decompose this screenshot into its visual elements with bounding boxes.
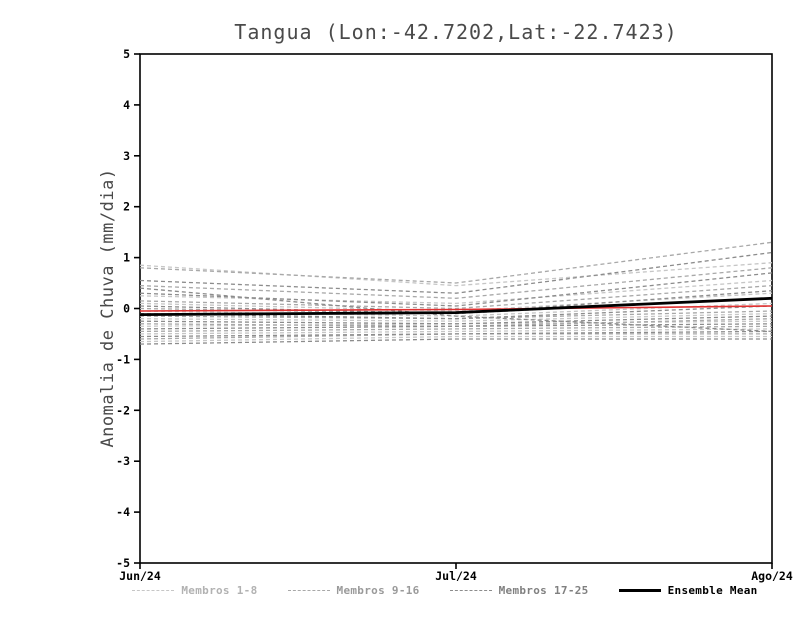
series-line-membros_17_25 [139, 338, 772, 345]
y-tick-label: 3 [123, 149, 130, 163]
y-tick-label: -5 [116, 556, 130, 570]
dashed-line-swatch [132, 590, 175, 591]
series-line-membros_1_8 [139, 312, 773, 322]
legend-label: Membros 17-25 [498, 584, 589, 597]
chart-title: Tangua (Lon:-42.7202,Lat:-22.7423) [234, 20, 678, 44]
series-line-membros_1_8 [139, 328, 773, 335]
y-tick-label: 0 [123, 302, 130, 316]
series-line-membros_1_8 [139, 335, 772, 343]
series-line-membros_17_25 [139, 330, 773, 338]
series-line-membros_1_8 [139, 262, 773, 287]
series-line-membros_17_25 [139, 315, 773, 325]
series-line-membros_17_25 [139, 251, 773, 294]
legend-label: Membros 9-16 [336, 584, 420, 597]
y-tick-label: -4 [116, 505, 130, 519]
series-line-membros_9_16 [139, 284, 773, 310]
legend-item: Membros 1-8 [132, 584, 257, 597]
series-line-reference [139, 305, 773, 312]
y-tick-label: 5 [123, 47, 130, 61]
legend-item: Membros 17-25 [449, 584, 589, 597]
y-tick-label: -2 [116, 403, 130, 417]
series-line-membros_1_8 [139, 292, 773, 312]
y-tick-label: 1 [123, 251, 130, 265]
y-tick-label: -3 [116, 454, 130, 468]
solid-line-swatch [618, 589, 661, 592]
series-line-membros_9_16 [139, 325, 773, 333]
dashed-line-swatch [287, 590, 330, 591]
legend-item: Membros 9-16 [287, 584, 420, 597]
series-line-ensemble_mean [139, 296, 773, 316]
legend-label: Membros 1-8 [181, 584, 258, 597]
x-tick-label: Jul/24 [435, 569, 477, 583]
legend: Membros 1-8 Membros 9-16 Membros 17-25 Ense… [0, 584, 800, 597]
series-line-membros_17_25 [139, 287, 773, 333]
legend-label: Ensemble Mean [667, 584, 758, 597]
dashed-line-swatch [449, 590, 492, 591]
series-line-membros_17_25 [139, 323, 773, 330]
y-tick-label: 2 [123, 200, 130, 214]
y-tick-label: 4 [123, 98, 130, 112]
series-line-membros_9_16 [139, 241, 773, 284]
x-tick-label: Jun/24 [119, 569, 161, 583]
series-line-membros_1_8 [139, 279, 773, 305]
y-tick-label: -1 [116, 352, 130, 366]
x-tick-label: Ago/24 [751, 569, 793, 583]
series-line-membros_9_16 [139, 267, 773, 299]
legend-item: Ensemble Mean [618, 584, 758, 597]
